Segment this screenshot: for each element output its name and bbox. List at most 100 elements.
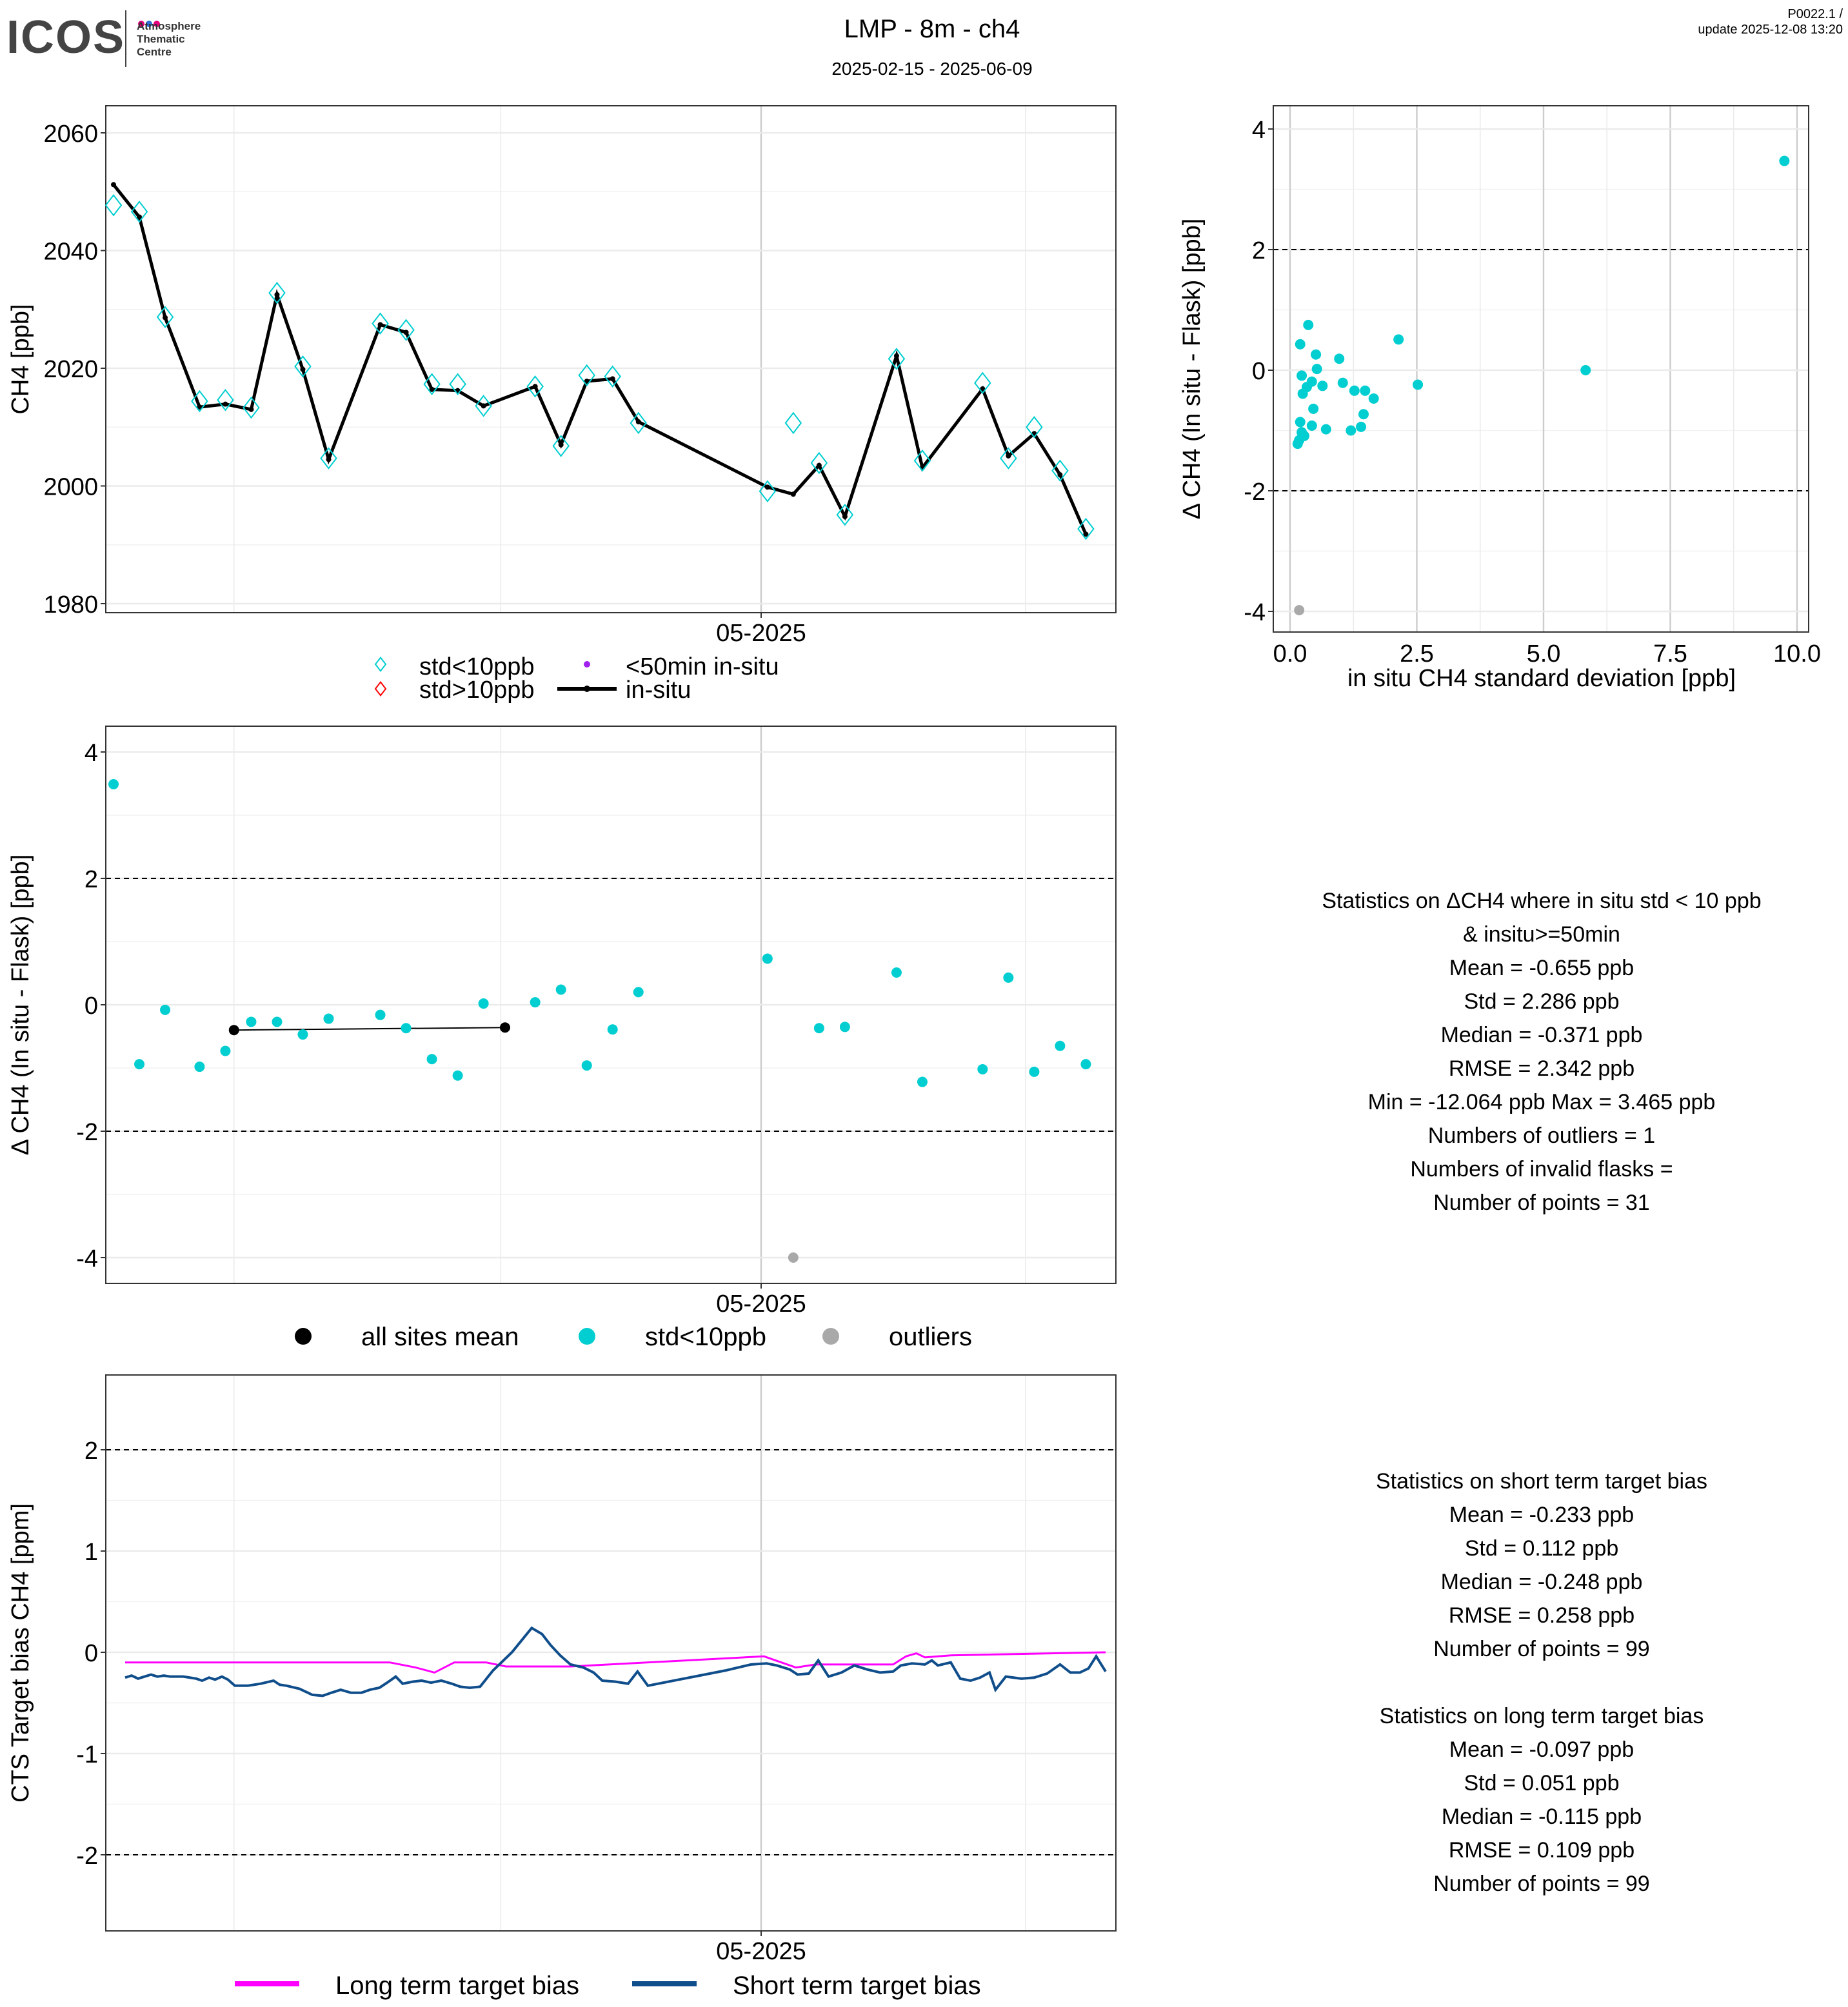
scatter-point	[1356, 421, 1367, 432]
insitu-point	[790, 491, 796, 497]
y-tick-label: -1	[76, 1741, 98, 1768]
icos-logo: ICOS	[6, 10, 126, 63]
y-tick-label: -2	[1244, 479, 1266, 506]
scatter-point	[1317, 381, 1328, 391]
flask-point	[836, 503, 854, 526]
scatter-point	[1368, 393, 1379, 404]
delta-point	[1003, 972, 1014, 983]
delta-point	[891, 967, 902, 978]
plot-panel	[106, 106, 1116, 613]
scatter-point	[1413, 379, 1424, 390]
delta-point	[1029, 1066, 1040, 1077]
scatter-point	[1334, 353, 1345, 364]
outlier-point	[788, 1252, 799, 1263]
logo-dots-icon	[138, 10, 161, 34]
legend-flask-icon	[374, 656, 387, 673]
insitu-point	[764, 484, 770, 490]
scatter-point	[1779, 155, 1790, 166]
delta-point	[401, 1023, 412, 1034]
insitu-point	[300, 366, 306, 372]
legend-short-insitu-icon	[584, 661, 590, 667]
scatter-point	[1393, 334, 1404, 345]
y-tick-label: 2	[84, 1438, 98, 1465]
scatter-point	[1311, 364, 1322, 375]
scatter-point	[1337, 377, 1348, 388]
flask-statistics: Statistics on ΔCH4 where in situ std < 1…	[1238, 885, 1845, 1220]
y-tick-label: -2	[76, 1119, 98, 1146]
plot-border	[105, 1374, 1117, 1932]
stat-line	[1238, 1666, 1845, 1700]
flask-point	[630, 411, 648, 435]
legend-icon	[579, 1328, 595, 1345]
flask-point	[294, 355, 312, 378]
delta-point	[297, 1029, 308, 1040]
delta-point	[1080, 1059, 1091, 1070]
flask-point	[526, 375, 544, 398]
legend-label: std<10ppb	[645, 1323, 766, 1351]
delta-point	[272, 1016, 283, 1027]
short-term-bias-line	[124, 1626, 1107, 1697]
flask-point	[552, 435, 570, 457]
y-tick-label: 2020	[43, 356, 98, 383]
stat-line: Mean = -0.655 ppb	[1449, 956, 1634, 980]
flask-point	[784, 411, 802, 435]
delta-point	[555, 984, 566, 995]
stat-line: Number of points = 31	[1433, 1191, 1650, 1215]
delta-point	[813, 1023, 824, 1034]
flask-point	[759, 480, 777, 502]
legend-label: in-situ	[626, 677, 691, 704]
y-tick-label: 4	[1252, 117, 1266, 144]
logo-sub-line: Atmosphere	[137, 19, 201, 32]
insitu-point	[403, 330, 409, 335]
stat-line: Median = -0.371 ppb	[1440, 1023, 1643, 1047]
scatter-point	[1360, 385, 1371, 396]
delta-point	[977, 1063, 988, 1074]
long-term-bias-line	[125, 1651, 1106, 1674]
y-tick-label: 0	[84, 993, 98, 1020]
flask-point	[578, 364, 595, 387]
insitu-point	[584, 379, 590, 384]
legend-label: outliers	[889, 1323, 972, 1351]
delta-point	[375, 1009, 386, 1020]
flask-point	[1077, 517, 1095, 540]
flask-point	[320, 447, 337, 470]
plot-border	[105, 105, 1117, 613]
insitu-point	[163, 315, 168, 321]
stat-line: Std = 2.286 ppb	[1464, 989, 1620, 1014]
y-tick-label: 2	[1252, 237, 1266, 264]
insitu-point	[274, 292, 280, 297]
insitu-line	[112, 183, 1088, 535]
y-tick-label: 2000	[43, 474, 98, 501]
delta-point	[1055, 1040, 1066, 1051]
delta-point	[530, 997, 541, 1008]
flask-point	[1051, 459, 1069, 482]
version: P0022.1 /	[1787, 8, 1843, 22]
y-tick-label: -4	[1244, 599, 1266, 626]
insitu-point	[248, 406, 254, 412]
flask-point	[913, 450, 931, 472]
delta-point	[607, 1024, 618, 1035]
delta-point	[194, 1062, 205, 1073]
y-tick-label: 4	[84, 740, 98, 767]
flask-point	[243, 396, 260, 419]
stat-line: Statistics on long term target bias	[1379, 1704, 1704, 1728]
outlier-point	[1294, 605, 1305, 616]
flask-point	[104, 193, 123, 217]
plot-border	[105, 726, 1117, 1284]
stat-line: Number of points = 99	[1433, 1872, 1650, 1896]
y-tick-label: 1980	[43, 591, 98, 618]
stat-line: Number of points = 99	[1433, 1637, 1650, 1661]
legend-insitu-dot	[584, 686, 590, 692]
x-tick-label: 5.0	[1527, 640, 1561, 667]
flask-point	[449, 373, 466, 395]
legend-label: all sites mean	[361, 1323, 519, 1351]
x-tick-label: 7.5	[1653, 640, 1687, 667]
y-axis-label: CTS Target bias CH4 [ppm]	[7, 1503, 34, 1803]
x-tick-label: 10.0	[1773, 640, 1821, 667]
delta-point	[581, 1060, 592, 1071]
stat-line: RMSE = 2.342 ppb	[1448, 1056, 1635, 1081]
stat-line: Mean = -0.097 ppb	[1449, 1737, 1634, 1762]
page-title: LMP - 8m - ch4	[844, 15, 1020, 44]
flask-point	[810, 451, 828, 475]
insitu-point	[111, 182, 116, 188]
